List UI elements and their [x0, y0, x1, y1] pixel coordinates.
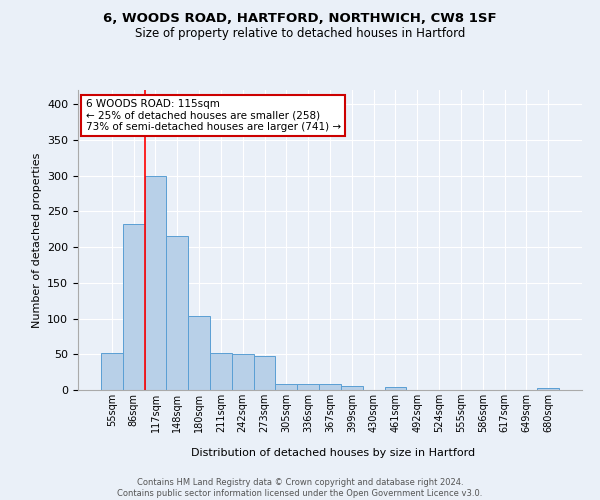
Bar [385, 387, 406, 390]
Bar [188, 316, 210, 390]
Bar [341, 386, 363, 390]
Text: Size of property relative to detached houses in Hartford: Size of property relative to detached ho… [135, 28, 465, 40]
Bar [123, 224, 145, 390]
Bar [101, 353, 123, 390]
Bar [166, 236, 188, 390]
Text: Distribution of detached houses by size in Hartford: Distribution of detached houses by size … [191, 448, 475, 458]
Bar [537, 388, 559, 390]
Bar [145, 176, 166, 390]
Y-axis label: Number of detached properties: Number of detached properties [32, 152, 41, 328]
Bar [319, 384, 341, 390]
Text: 6 WOODS ROAD: 115sqm
← 25% of detached houses are smaller (258)
73% of semi-deta: 6 WOODS ROAD: 115sqm ← 25% of detached h… [86, 99, 341, 132]
Bar [275, 384, 297, 390]
Bar [210, 353, 232, 390]
Text: Contains HM Land Registry data © Crown copyright and database right 2024.
Contai: Contains HM Land Registry data © Crown c… [118, 478, 482, 498]
Bar [254, 356, 275, 390]
Bar [232, 354, 254, 390]
Text: 6, WOODS ROAD, HARTFORD, NORTHWICH, CW8 1SF: 6, WOODS ROAD, HARTFORD, NORTHWICH, CW8 … [103, 12, 497, 26]
Bar [297, 384, 319, 390]
